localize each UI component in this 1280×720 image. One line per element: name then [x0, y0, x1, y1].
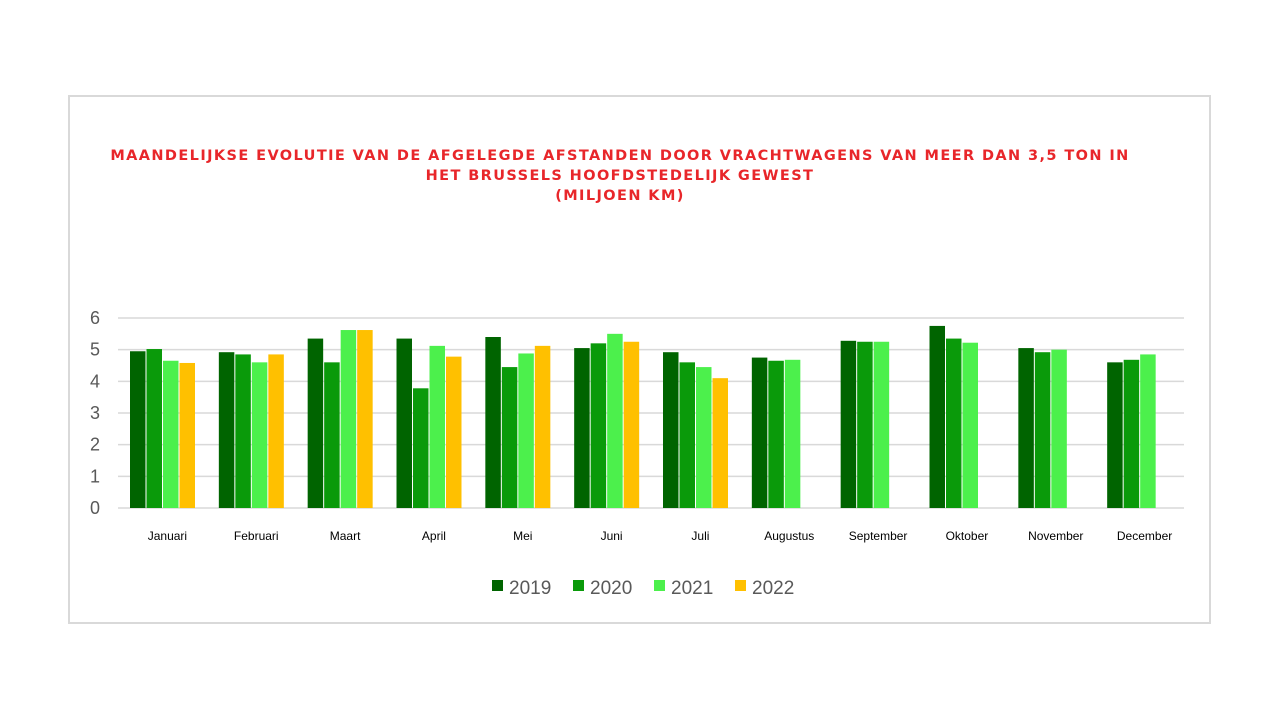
- bar-2022-februari: [268, 354, 284, 508]
- y-tick-label: 5: [90, 340, 100, 360]
- bar-2019-januari: [130, 351, 146, 508]
- bar-2020-september: [857, 341, 873, 508]
- legend: 2019 2020 2021 2022: [492, 578, 794, 599]
- y-tick-label: 1: [90, 466, 100, 486]
- x-tick-label: Mei: [513, 529, 532, 543]
- legend-swatch-2021: [654, 580, 665, 591]
- bar-2021-augustus: [784, 359, 801, 508]
- bar-2020-november: [1034, 352, 1051, 508]
- bar-2022-maart: [357, 330, 373, 508]
- bar-2021-januari: [163, 360, 179, 508]
- bar-2021-april: [429, 345, 445, 508]
- bar-2021-maart: [340, 330, 357, 508]
- bar-2022-juni: [623, 341, 640, 508]
- bar-2021-december: [1140, 354, 1156, 508]
- bars: [130, 325, 1156, 508]
- y-tick-label: 6: [90, 308, 100, 328]
- bar-2021-februari: [251, 362, 268, 508]
- bar-2020-maart: [324, 362, 340, 508]
- x-tick-label: Augustus: [764, 529, 814, 543]
- bar-2020-december: [1123, 359, 1140, 508]
- legend-label-2021: 2021: [671, 578, 713, 599]
- x-tick-label: Februari: [234, 529, 279, 543]
- chart-title-line-3: (MILJOEN KM): [555, 188, 685, 204]
- bar-2022-april: [446, 356, 462, 508]
- bar-2020-april: [413, 388, 429, 508]
- bar-2020-februari: [235, 354, 251, 508]
- legend-swatch-2022: [735, 580, 746, 591]
- bar-2020-juli: [679, 362, 695, 508]
- bar-2020-mei: [501, 367, 518, 508]
- x-tick-label: Januari: [148, 529, 187, 543]
- x-tick-label: Juni: [601, 529, 623, 543]
- legend-label-2020: 2020: [590, 578, 632, 599]
- legend-label-2019: 2019: [509, 578, 551, 599]
- bar-2019-augustus: [751, 357, 768, 508]
- x-tick-label: Oktober: [946, 529, 989, 543]
- bar-2020-juni: [590, 343, 607, 508]
- bar-2019-maart: [307, 338, 324, 508]
- bar-2019-november: [1018, 348, 1034, 508]
- bar-2019-oktober: [929, 325, 945, 508]
- bar-2021-juni: [607, 333, 623, 508]
- bar-2020-januari: [146, 349, 162, 508]
- y-tick-label: 2: [90, 435, 100, 455]
- x-tick-label: September: [849, 529, 908, 543]
- bar-2020-oktober: [946, 338, 962, 508]
- bar-2021-november: [1051, 349, 1067, 508]
- bar-2019-juni: [574, 348, 590, 508]
- grid-lines: [118, 317, 1184, 509]
- bar-2022-mei: [534, 345, 551, 508]
- bar-2021-oktober: [962, 342, 978, 508]
- chart-title-line-2: HET BRUSSELS HOOFDSTEDELIJK GEWEST: [425, 168, 815, 184]
- bar-2021-juli: [696, 367, 712, 508]
- y-tick-label: 4: [90, 371, 100, 391]
- x-tick-label: November: [1028, 529, 1083, 543]
- x-tick-label: December: [1117, 529, 1172, 543]
- bar-2019-mei: [485, 337, 501, 508]
- bar-2021-mei: [518, 353, 534, 508]
- axes: 0 1 2 3 4 5 6 Januari Februari Maart April Mei Juni J…: [90, 308, 1172, 543]
- legend-label-2022: 2022: [752, 578, 794, 599]
- y-tick-label: 0: [90, 498, 100, 518]
- bar-2021-september: [873, 341, 890, 508]
- bar-2019-september: [840, 340, 857, 508]
- y-tick-label: 3: [90, 403, 100, 423]
- bar-2019-april: [396, 338, 412, 508]
- bar-2022-januari: [179, 362, 195, 508]
- x-tick-label: Maart: [330, 529, 361, 543]
- bar-2022-juli: [712, 378, 728, 508]
- legend-swatch-2020: [573, 580, 584, 591]
- chart-title: MAANDELIJKSE EVOLUTIE VAN DE AFGELEGDE A…: [68, 146, 1172, 206]
- legend-swatch-2019: [492, 580, 503, 591]
- bar-2019-juli: [663, 352, 679, 508]
- bar-2019-december: [1107, 362, 1123, 508]
- x-tick-label: April: [422, 529, 446, 543]
- bar-2020-augustus: [768, 360, 784, 508]
- chart-title-line-1: MAANDELIJKSE EVOLUTIE VAN DE AFGELEGDE A…: [110, 148, 1130, 164]
- bar-2019-februari: [218, 352, 235, 508]
- x-tick-label: Juli: [691, 529, 709, 543]
